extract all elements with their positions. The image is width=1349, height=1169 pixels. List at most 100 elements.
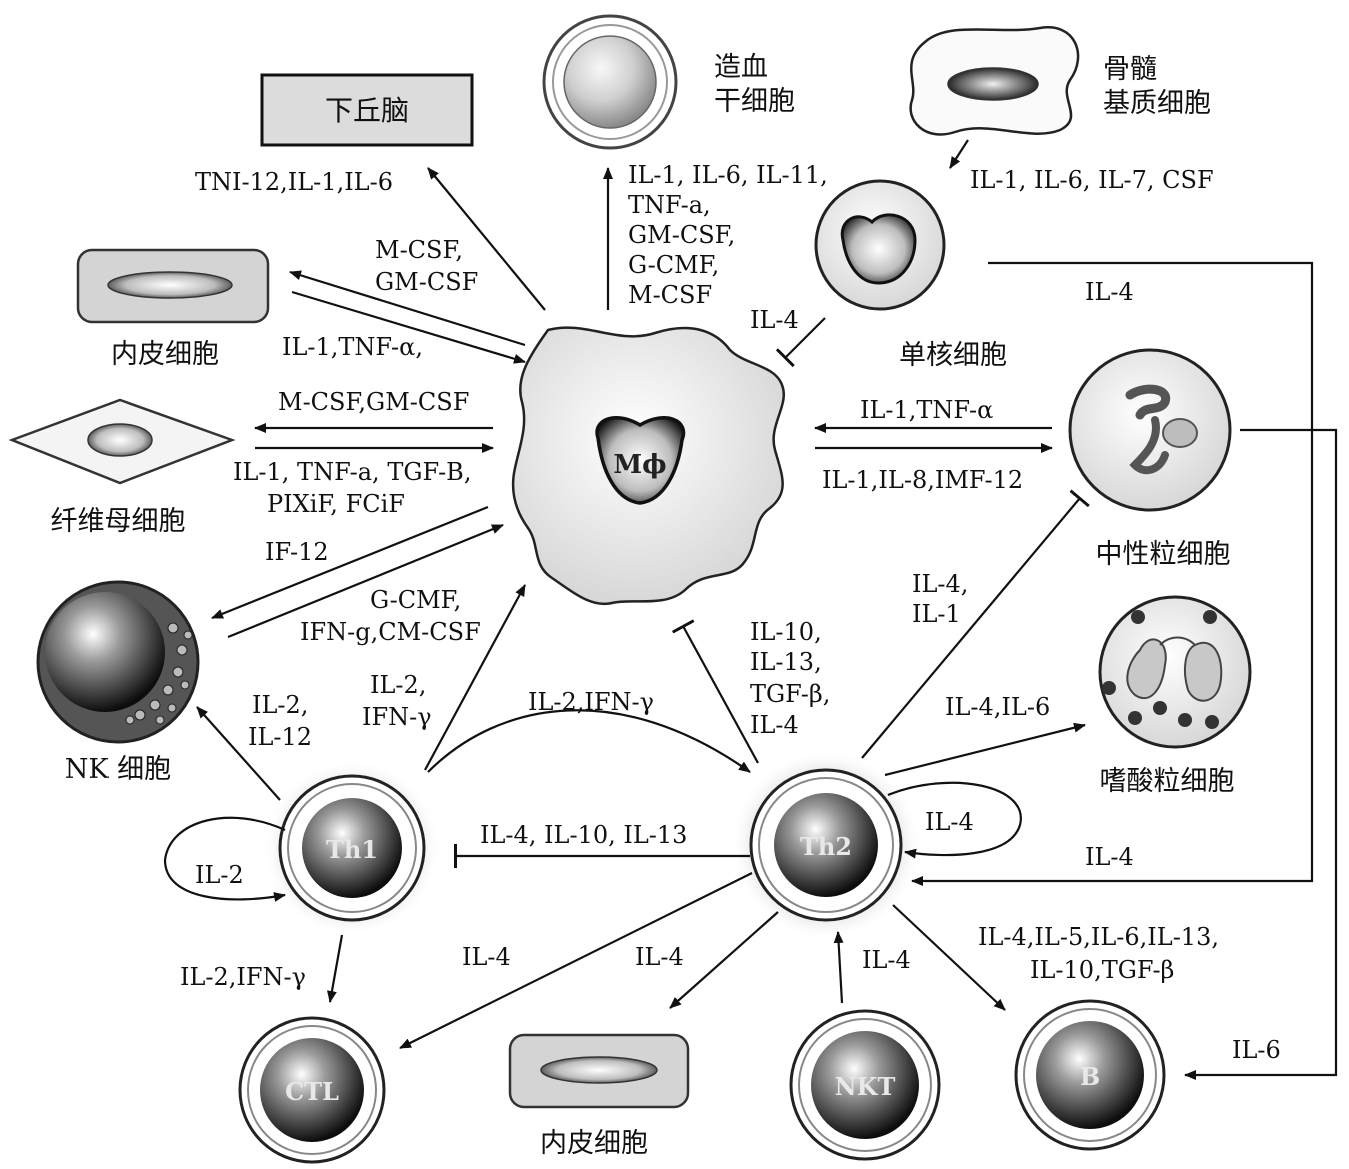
- arrow-th2-to-eosinophil: [884, 722, 1086, 777]
- label-th2-to-mp-1: IL-10,: [750, 618, 822, 646]
- label-th2-to-b-2: IL-10,TGF-β: [1030, 956, 1174, 984]
- endothelial-top-label: 内皮细胞: [111, 339, 219, 370]
- ctl-cell: CTL: [238, 1016, 386, 1164]
- label-endo-to-mp: IL-1,TNF-α,: [282, 333, 423, 361]
- label-th1-to-mp-2: IFN-γ: [362, 703, 432, 731]
- arrow-th2-to-ctl: [399, 872, 753, 1049]
- label-mp-to-endo-1: M-CSF,: [375, 236, 463, 264]
- label-th1-to-nk-1: IL-2,: [252, 691, 308, 719]
- label-th2-to-neut-1: IL-4,: [912, 570, 968, 598]
- bm-stromal-label-line2: 基质细胞: [1103, 88, 1211, 119]
- th1-label: Th1: [326, 835, 378, 864]
- arrow-th1-to-nk: [196, 706, 281, 801]
- b-cell: B: [1014, 999, 1166, 1151]
- monocyte-cell: 单核细胞: [814, 179, 1007, 371]
- label-mp-to-endo-2: GM-CSF: [375, 268, 478, 296]
- neutrophil-label: 中性粒细胞: [1096, 539, 1231, 570]
- label-th2-to-mp-2: IL-13,: [750, 648, 822, 676]
- label-th2-to-mp-3: TGF-β,: [750, 680, 830, 708]
- fibroblast-cell: 纤维母细胞: [8, 398, 236, 537]
- monocyte-label: 单核细胞: [899, 340, 1007, 371]
- label-th2-to-endo: IL-4: [635, 943, 684, 971]
- nkt-cell: NKT: [789, 1009, 941, 1161]
- label-mp-to-nk: IF-12: [265, 538, 329, 566]
- macrophage-label: Mϕ: [613, 450, 666, 480]
- connections: [163, 139, 1338, 1080]
- inhibit-th2-to-neutrophil: [861, 489, 1090, 759]
- label-mp-to-hsc-1: IL-1, IL-6, IL-11,: [628, 161, 828, 189]
- nk-cell: NK 细胞: [36, 580, 200, 785]
- ctl-label: CTL: [285, 1077, 339, 1106]
- macrophage-cell: Mϕ: [511, 326, 785, 606]
- endothelial-bottom-cell: 内皮细胞: [508, 1033, 690, 1159]
- label-th1-to-nk-2: IL-12: [248, 723, 312, 751]
- label-th2-to-neut-2: IL-1: [912, 600, 961, 628]
- cytokine-labels: TNI-12,IL-1,IL-6 IL-1, IL-6, IL-11, TNF-…: [180, 161, 1281, 1064]
- b-label: B: [1080, 1062, 1100, 1091]
- hsc-cell: 造血 干细胞: [542, 14, 795, 150]
- hypothalamus-label: 下丘脑: [325, 94, 409, 127]
- label-th2-to-eos: IL-4,IL-6: [945, 693, 1050, 721]
- eosinophil-granules: [1102, 610, 1219, 729]
- label-fibro-to-mp-2: PIXiF, FCiF: [267, 490, 405, 518]
- label-mp-to-hsc-3: GM-CSF,: [628, 221, 735, 249]
- th1-cell: Th1: [264, 760, 440, 936]
- label-th2-to-th1: IL-4, IL-10, IL-13: [480, 821, 687, 849]
- nkt-label: NKT: [835, 1072, 896, 1101]
- label-mp-to-hypothalamus: TNI-12,IL-1,IL-6: [195, 168, 393, 196]
- label-th2-to-mp-4: IL-4: [750, 711, 799, 739]
- arrow-monocyte-to-th2: [911, 261, 1314, 886]
- label-mp-to-fibro: M-CSF,GM-CSF: [278, 388, 469, 416]
- label-th1-to-mp-1: IL-2,: [370, 671, 426, 699]
- label-mp-to-neut: IL-1,TNF-α: [860, 396, 993, 424]
- arrow-th2-to-endothelial: [669, 911, 779, 1009]
- bm-stromal-label-line1: 骨髓: [1103, 54, 1157, 85]
- fibroblast-label: 纤维母细胞: [51, 506, 186, 537]
- nk-label: NK 细胞: [65, 754, 171, 785]
- eosinophil-cell: 嗜酸粒细胞: [1098, 595, 1252, 797]
- inhibit-monocyte-to-mp: [775, 317, 826, 368]
- arrow-th1-self: [163, 816, 286, 902]
- label-nk-to-mp-1: G-CMF,: [370, 586, 461, 614]
- hsc-label-line2: 干细胞: [714, 86, 795, 117]
- arrow-th1-to-th2: [427, 709, 751, 773]
- label-bm-to-monocyte: IL-1, IL-6, IL-7, CSF: [970, 166, 1214, 194]
- arrow-neutrophil-to-b: [1184, 428, 1338, 1080]
- label-neut-to-th2: IL-4: [1085, 843, 1134, 871]
- label-th2-to-ctl: IL-4: [462, 943, 511, 971]
- label-mp-to-hsc-2: TNF-a,: [628, 191, 711, 219]
- th2-label: Th2: [800, 832, 852, 861]
- arrow-bm-to-monocyte: [949, 139, 969, 169]
- label-neut-to-b: IL-6: [1232, 1036, 1281, 1064]
- label-th1-self: IL-2: [195, 861, 244, 889]
- label-monocyte-th2-il4: IL-4: [1085, 278, 1134, 306]
- neutrophil-cell: 中性粒细胞: [1068, 348, 1232, 570]
- arrow-nkt-to-th2: [833, 931, 844, 1004]
- inhibit-th2-to-mp: [671, 619, 759, 764]
- label-mp-to-hsc-5: M-CSF: [628, 281, 712, 309]
- hsc-label-line1: 造血: [714, 52, 768, 83]
- arrow-th2-to-b: [892, 904, 1006, 1011]
- label-fibro-to-mp-1: IL-1, TNF-a, TGF-B,: [233, 458, 471, 486]
- arrow-th1-to-ctl: [327, 934, 344, 1003]
- arrow-mp-to-endothelial: [289, 270, 526, 347]
- arrow-nk-to-mp: [227, 523, 504, 639]
- arrow-th2-self: [887, 781, 1022, 859]
- label-neut-to-mp: IL-1,IL-8,IMF-12: [822, 466, 1023, 494]
- label-th1-to-ctl: IL-2,IFN-γ: [180, 963, 306, 991]
- arrow-mp-to-nk: [211, 505, 489, 620]
- label-th2-self: IL-4: [925, 808, 974, 836]
- eosinophil-label: 嗜酸粒细胞: [1100, 766, 1235, 797]
- endothelial-top-cell: 内皮细胞: [76, 248, 270, 370]
- nk-granules: [125, 622, 193, 725]
- label-nkt-to-th2: IL-4: [862, 946, 911, 974]
- bm-stromal-cell: 骨髓 基质细胞: [909, 26, 1211, 136]
- arrow-mp-to-hypothalamus: [427, 167, 546, 311]
- label-mp-to-hsc-4: G-CMF,: [628, 251, 719, 279]
- th2-cell: Th2: [731, 750, 921, 940]
- arrow-endothelial-to-mp: [291, 290, 526, 364]
- label-monocyte-il4: IL-4: [750, 306, 799, 334]
- endothelial-bottom-label: 内皮细胞: [540, 1128, 648, 1159]
- label-th1-to-th2: IL-2,IFN-γ: [528, 688, 654, 716]
